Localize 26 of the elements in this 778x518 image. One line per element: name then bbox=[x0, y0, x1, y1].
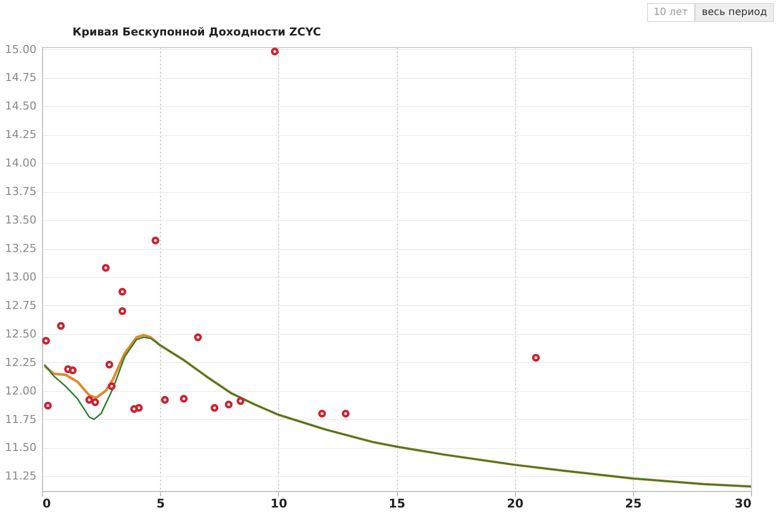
x-tick-label: 30 bbox=[734, 496, 752, 510]
y-tick-label: 12.00 bbox=[5, 384, 36, 398]
y-tick-label: 11.75 bbox=[5, 412, 36, 426]
x-tick-label: 20 bbox=[506, 496, 524, 510]
y-tick-label: 12.25 bbox=[5, 356, 36, 369]
x-tick-label: 10 bbox=[270, 496, 288, 510]
x-tick-label: 0 bbox=[42, 496, 51, 510]
y-tick-label: 11.50 bbox=[5, 441, 36, 454]
y-tick-label: 12.75 bbox=[5, 298, 36, 312]
y-tick-label: 13.25 bbox=[5, 242, 36, 256]
y-tick-label: 13.75 bbox=[5, 185, 36, 198]
x-tick-label: 5 bbox=[156, 496, 165, 510]
y-tick-label: 13.00 bbox=[5, 270, 36, 284]
y-tick-label: 12.50 bbox=[5, 327, 36, 340]
y-tick-label: 14.25 bbox=[5, 128, 36, 142]
y-tick-label: 13.50 bbox=[5, 214, 36, 227]
y-tick-label: 15.00 bbox=[5, 42, 36, 56]
y-tick-label: 14.75 bbox=[5, 71, 36, 84]
text: 10 лет bbox=[646, 2, 695, 22]
y-tick-label: 14.00 bbox=[5, 156, 36, 170]
x-tick-label: 15 bbox=[388, 496, 406, 510]
x-tick-label: 25 bbox=[624, 496, 642, 510]
y-tick-label: 11.25 bbox=[5, 470, 36, 483]
chart-title: Кривая Бескупонной Доходности ZCYC bbox=[72, 25, 321, 38]
text: весь период bbox=[694, 2, 774, 22]
y-tick-label: 14.50 bbox=[5, 100, 36, 113]
